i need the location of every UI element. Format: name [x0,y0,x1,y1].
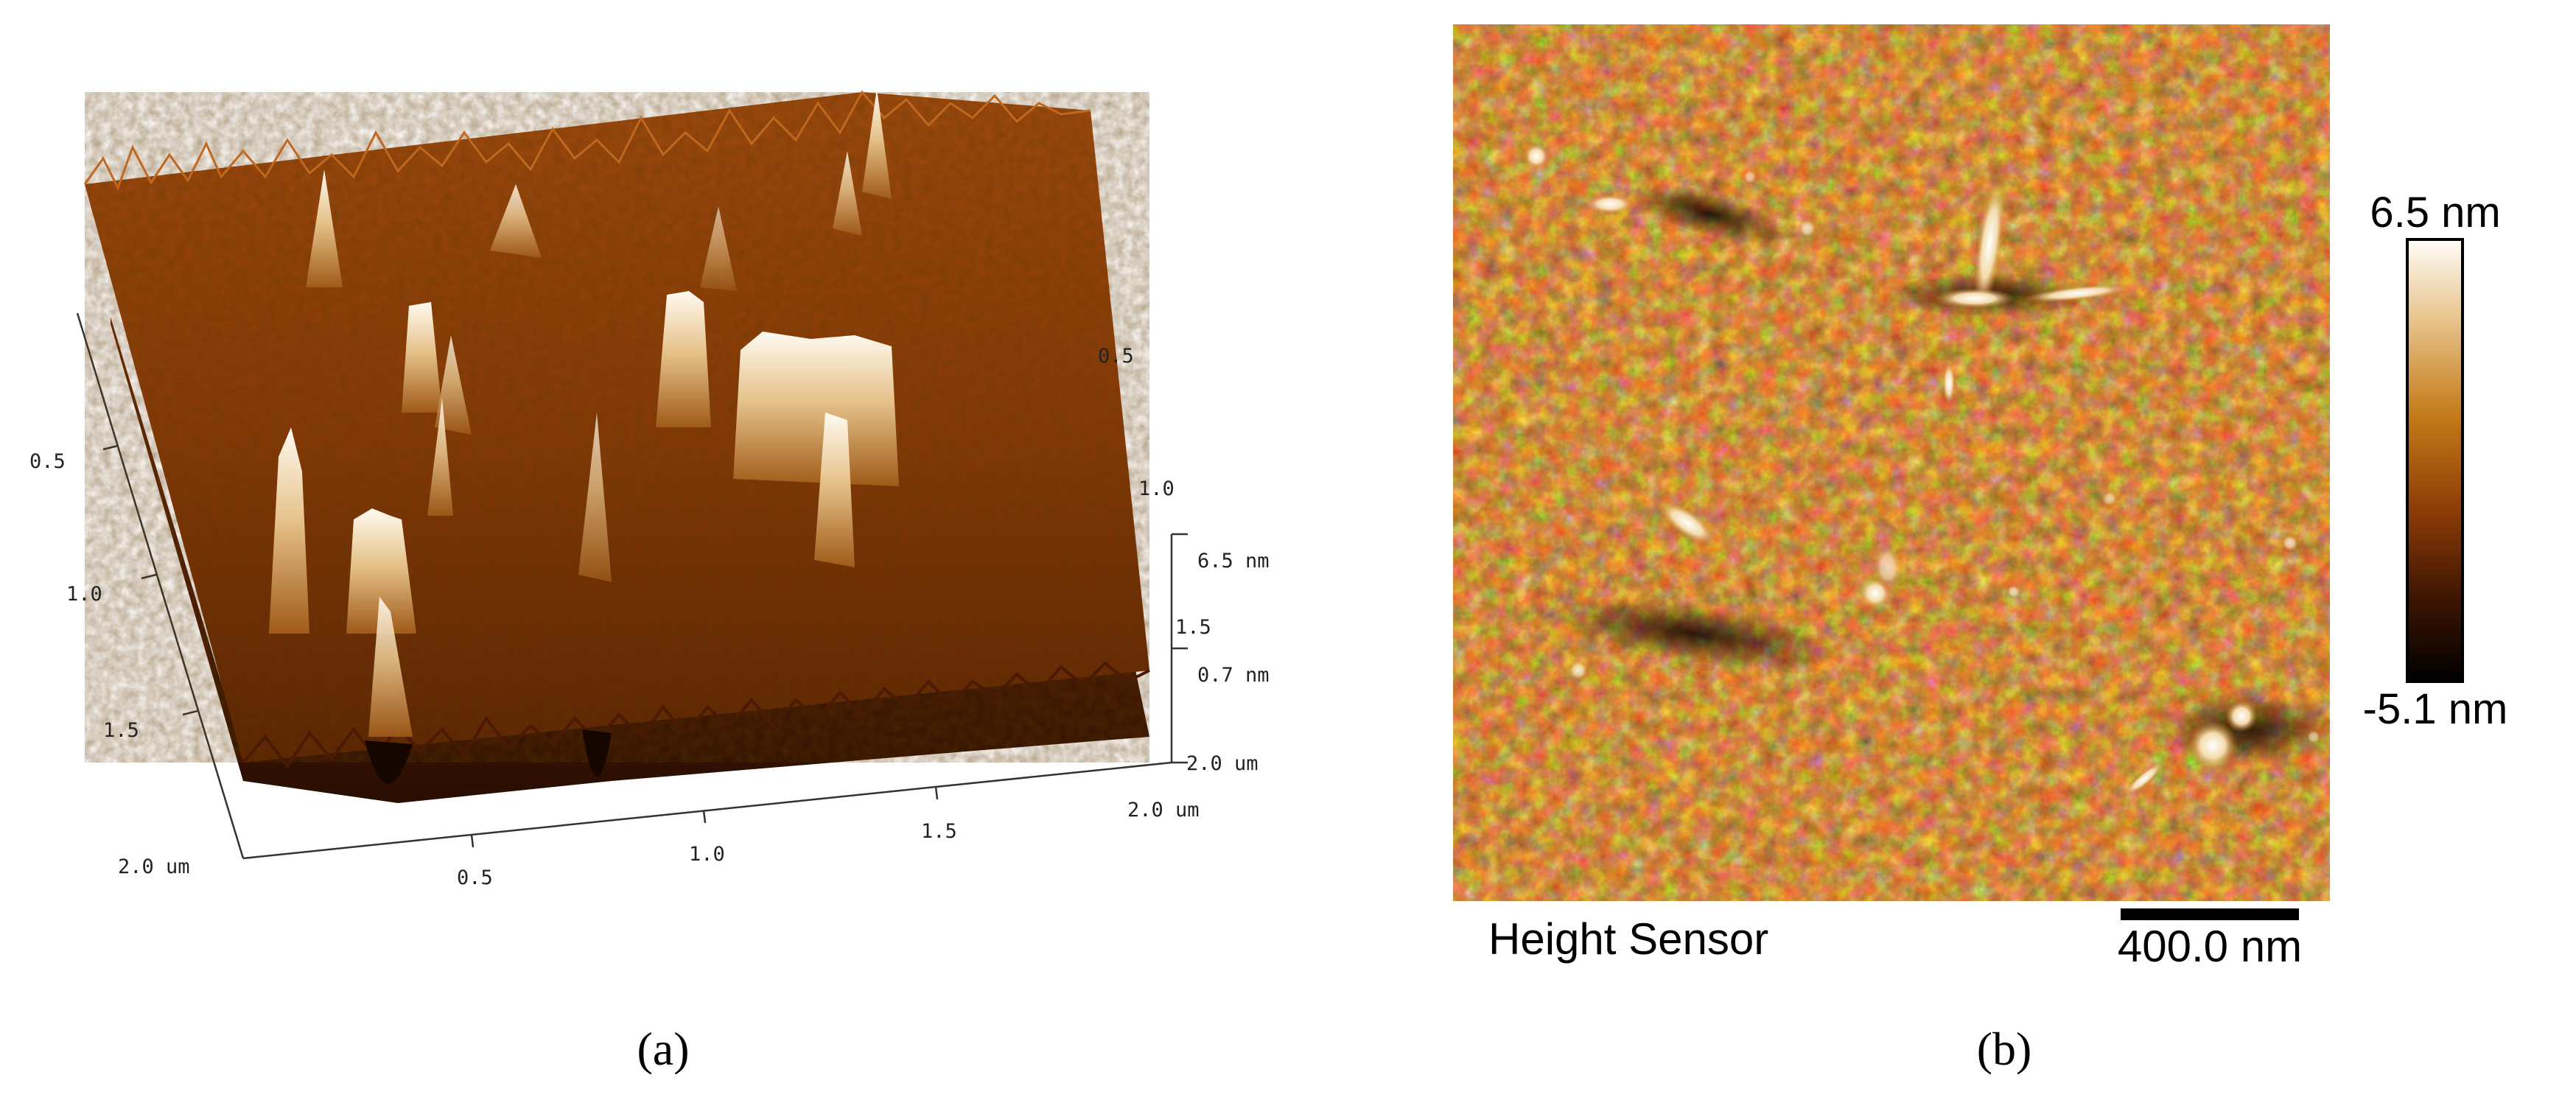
height-map-svg: 6.5 nm -5.1 nm Height Sensor 400.0 nm (b… [1453,24,2508,1075]
scale-bar-label: 400.0 nm [2118,922,2302,971]
z-label-max: 6.5 nm [1197,550,1270,572]
panel-b-height-map: 6.5 nm -5.1 nm Height Sensor 400.0 nm (b… [1400,0,2576,1100]
z-label-mid: 0.7 nm [1197,664,1270,687]
colorbar-max-label: 6.5 nm [2370,189,2500,237]
x-tick-2: 1.0 [689,843,725,866]
panel-a-3d-surface: 0.5 1.0 1.5 2.0 um 0.5 1.0 1.5 2.0 um 0.… [29,88,1270,1075]
channel-label: Height Sensor [1488,914,1768,964]
caption-b: (b) [1977,1023,2032,1075]
right-tick-4: 2.0 um [1186,752,1259,775]
colorbar-min-label: -5.1 nm [2363,685,2508,733]
surface-pit [582,729,612,777]
right-tick-1: 0.5 [1098,345,1134,368]
y-tick-4: 2.0 um [118,855,190,878]
surface-rough-ridge [83,90,1091,191]
y-tick-2: 1.0 [66,583,102,606]
x-tick-3: 1.5 [921,820,957,843]
axis-ticks [102,444,1188,848]
surface-3d-svg: 0.5 1.0 1.5 2.0 um 0.5 1.0 1.5 2.0 um 0.… [29,88,1270,1075]
x-tick-4: 2.0 um [1127,799,1200,822]
right-tick-3: 1.5 [1175,616,1211,639]
x-tick-1: 0.5 [457,866,493,889]
surface-peaks [269,88,899,737]
caption-a: (a) [637,1023,689,1075]
colorbar [2406,238,2464,683]
y-tick-1: 0.5 [29,450,66,473]
afm-bright-features [1523,143,2321,797]
y-tick-3: 1.5 [103,719,139,742]
scale-bar [2121,908,2299,920]
surface-pit [365,740,413,784]
axis-tick-labels: 0.5 1.0 1.5 2.0 um 0.5 1.0 1.5 2.0 um 0.… [29,345,1270,889]
right-tick-2: 1.0 [1138,477,1175,500]
afm-height-image [1453,24,2336,901]
